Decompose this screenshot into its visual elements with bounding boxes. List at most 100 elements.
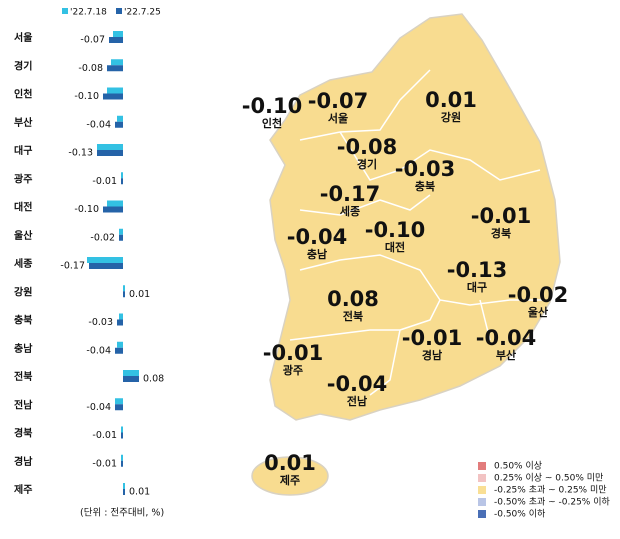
map-value: -0.10 — [242, 94, 303, 118]
map-value: -0.07 — [308, 89, 369, 113]
bar — [113, 31, 123, 37]
category-label: 강원 — [14, 285, 32, 298]
map-region: 충남 — [307, 247, 327, 261]
bar — [111, 59, 123, 66]
value-label: -0.08 — [78, 63, 103, 74]
map-region: 경기 — [357, 157, 377, 171]
bar — [121, 178, 123, 185]
bar — [123, 291, 125, 298]
map-region: 울산 — [528, 305, 548, 319]
map-value: -0.02 — [508, 283, 569, 307]
category-label: 울산 — [14, 229, 33, 242]
category-label: 전남 — [14, 398, 33, 411]
map-legend-swatch — [478, 474, 486, 482]
value-label: -0.01 — [92, 458, 117, 469]
value-label: 0.08 — [143, 374, 164, 385]
map-mainland — [269, 13, 561, 421]
bar — [107, 200, 123, 207]
map-region: 강원 — [441, 110, 461, 124]
map-value: -0.01 — [402, 326, 463, 350]
bar — [107, 65, 123, 72]
map-region: 충북 — [415, 179, 435, 193]
map-legend-label: -0.25% 초과 ~ 0.25% 미만 — [494, 485, 607, 496]
bar — [121, 432, 123, 439]
map-legend-swatch — [478, 486, 486, 494]
map-value: -0.01 — [471, 204, 532, 228]
map-region: 세종 — [340, 204, 360, 218]
category-label: 경남 — [14, 455, 33, 468]
value-label: 0.01 — [129, 487, 150, 498]
map-legend-swatch — [478, 498, 486, 506]
bar — [121, 172, 123, 179]
bar — [103, 206, 123, 213]
value-label: 0.01 — [129, 289, 150, 300]
map-value: -0.04 — [476, 326, 537, 350]
map-value: -0.17 — [320, 182, 381, 206]
value-label: -0.13 — [68, 148, 93, 159]
category-label: 대구 — [14, 144, 32, 157]
map-value: -0.10 — [365, 218, 426, 242]
bar — [123, 370, 139, 376]
map-value: -0.13 — [447, 258, 508, 282]
category-label: 광주 — [14, 173, 32, 185]
value-label: -0.04 — [86, 345, 111, 356]
map-borders — [289, 69, 545, 396]
map-region: 서울 — [328, 111, 348, 125]
bar — [123, 285, 125, 292]
map-legend-label: -0.50% 이하 — [494, 509, 546, 520]
category-label: 경기 — [14, 59, 32, 72]
map-value: -0.04 — [287, 225, 348, 249]
bar — [109, 37, 123, 43]
value-label: -0.04 — [86, 402, 111, 413]
map-region: 경북 — [491, 226, 511, 240]
map-region: 대전 — [385, 240, 405, 254]
bar — [123, 376, 139, 382]
category-label: 전북 — [14, 370, 32, 383]
bar — [121, 460, 123, 467]
bar — [121, 426, 123, 433]
bar — [115, 404, 123, 411]
bar — [121, 454, 123, 461]
category-label: 부산 — [14, 116, 33, 129]
value-label: -0.17 — [60, 261, 85, 272]
map-jeju — [251, 456, 329, 496]
value-label: -0.01 — [92, 430, 117, 441]
map-legend-swatch — [478, 510, 486, 518]
unit-note: (단위 : 전주대비, %) — [80, 507, 164, 519]
map-value: -0.01 — [263, 341, 324, 365]
value-label: -0.02 — [90, 232, 115, 243]
map-value: -0.08 — [337, 135, 398, 159]
map-legend-swatch — [478, 462, 486, 470]
bar — [103, 93, 123, 100]
legend-label: '22.7.25 — [124, 8, 161, 18]
category-label: 제주 — [14, 483, 32, 496]
map-value: 0.01 — [425, 88, 477, 112]
bar — [97, 144, 123, 150]
category-label: 인천 — [14, 88, 32, 101]
value-label: -0.03 — [88, 317, 113, 328]
bar — [117, 115, 123, 122]
legend-swatch — [116, 8, 122, 14]
bar — [123, 489, 125, 495]
map-region: 경남 — [422, 348, 442, 362]
value-label: -0.01 — [92, 176, 117, 187]
bar — [115, 347, 123, 354]
bar — [89, 263, 123, 269]
value-label: -0.10 — [74, 204, 99, 215]
bar — [119, 234, 123, 241]
bar — [117, 319, 123, 326]
map-region: 제주 — [280, 473, 300, 487]
map-value: 0.08 — [327, 287, 379, 311]
bar — [87, 257, 123, 263]
map-legend-label: 0.25% 이상 ~ 0.50% 미만 — [494, 473, 603, 484]
map-region: 부산 — [496, 348, 516, 362]
legend-label: '22.7.18 — [70, 8, 107, 18]
category-label: 세종 — [14, 257, 32, 270]
bar — [107, 87, 123, 94]
map-value: 0.01 — [264, 451, 316, 475]
map-legend-label: -0.50% 초과 ~ -0.25% 이하 — [494, 497, 611, 508]
bar — [97, 150, 123, 156]
category-label: 충북 — [14, 314, 32, 327]
bar — [117, 341, 123, 348]
